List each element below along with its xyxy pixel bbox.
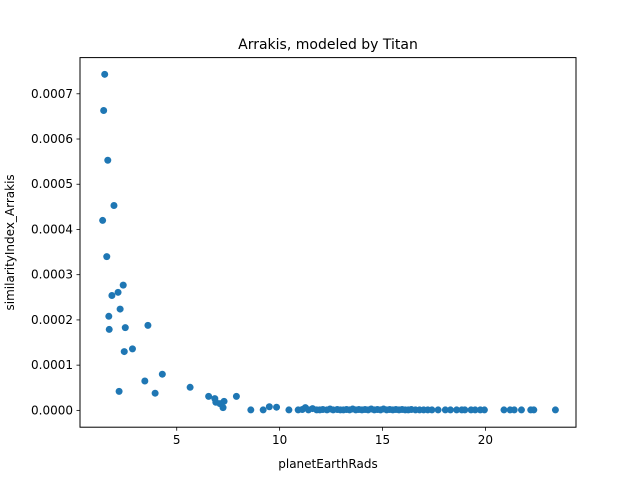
- data-point: [99, 216, 107, 224]
- y-axis-ticks: 0.0000 0.0001 0.0002 0.0003 0.0004 0.0005 0.00…: [31, 87, 80, 417]
- data-point: [100, 107, 108, 115]
- data-point: [434, 406, 442, 414]
- data-points: [99, 70, 559, 414]
- data-point: [232, 392, 240, 400]
- data-point: [144, 321, 152, 329]
- data-point: [121, 324, 129, 332]
- chart-title: Arrakis, modeled by Titan: [238, 37, 418, 53]
- data-point: [186, 383, 194, 391]
- data-point: [141, 377, 149, 385]
- data-point: [205, 392, 213, 400]
- data-point: [428, 406, 436, 414]
- data-point: [219, 404, 227, 412]
- x-tick-label: 10: [272, 433, 287, 447]
- data-point: [551, 406, 559, 414]
- data-point: [265, 403, 273, 411]
- data-point: [105, 312, 113, 320]
- y-tick-label: 0.0004: [31, 222, 73, 236]
- x-tick-label: 20: [478, 433, 493, 447]
- x-tick-label: 5: [173, 433, 181, 447]
- plot-frame: [79, 57, 577, 428]
- data-point: [103, 253, 111, 261]
- data-point: [128, 345, 136, 353]
- y-tick-label: 0.0001: [31, 358, 73, 372]
- data-point: [480, 406, 488, 414]
- x-axis-ticks: 5 10 15 20: [173, 427, 493, 447]
- data-point: [104, 156, 112, 164]
- y-tick-label: 0.0002: [31, 313, 73, 327]
- data-point: [115, 387, 123, 395]
- data-point: [500, 406, 508, 414]
- data-point: [101, 70, 109, 78]
- data-point: [114, 288, 122, 296]
- x-axis-label: planetEarthRads: [278, 457, 377, 471]
- y-tick-label: 0.0005: [31, 177, 73, 191]
- y-tick-label: 0.0006: [31, 132, 73, 146]
- y-axis-label: similarityIndex_Arrakis: [3, 174, 17, 310]
- data-point: [259, 406, 267, 414]
- data-point: [116, 305, 124, 313]
- data-point: [517, 406, 525, 414]
- data-point: [247, 406, 255, 414]
- y-tick-label: 0.0007: [31, 87, 73, 101]
- data-point: [530, 406, 538, 414]
- data-point: [105, 325, 113, 333]
- data-point: [285, 406, 293, 414]
- data-point: [471, 406, 479, 414]
- data-point: [453, 406, 461, 414]
- data-point: [151, 389, 159, 397]
- data-point: [110, 201, 118, 209]
- data-point: [510, 406, 518, 414]
- data-point: [158, 370, 166, 378]
- data-point: [446, 406, 454, 414]
- data-point: [119, 281, 127, 289]
- x-tick-label: 15: [375, 433, 390, 447]
- data-point: [120, 348, 128, 356]
- data-point: [108, 292, 116, 299]
- data-point: [441, 406, 449, 414]
- data-point: [461, 406, 469, 414]
- y-tick-label: 0.0003: [31, 268, 73, 282]
- data-point: [273, 403, 281, 411]
- y-tick-label: 0.0000: [31, 403, 73, 417]
